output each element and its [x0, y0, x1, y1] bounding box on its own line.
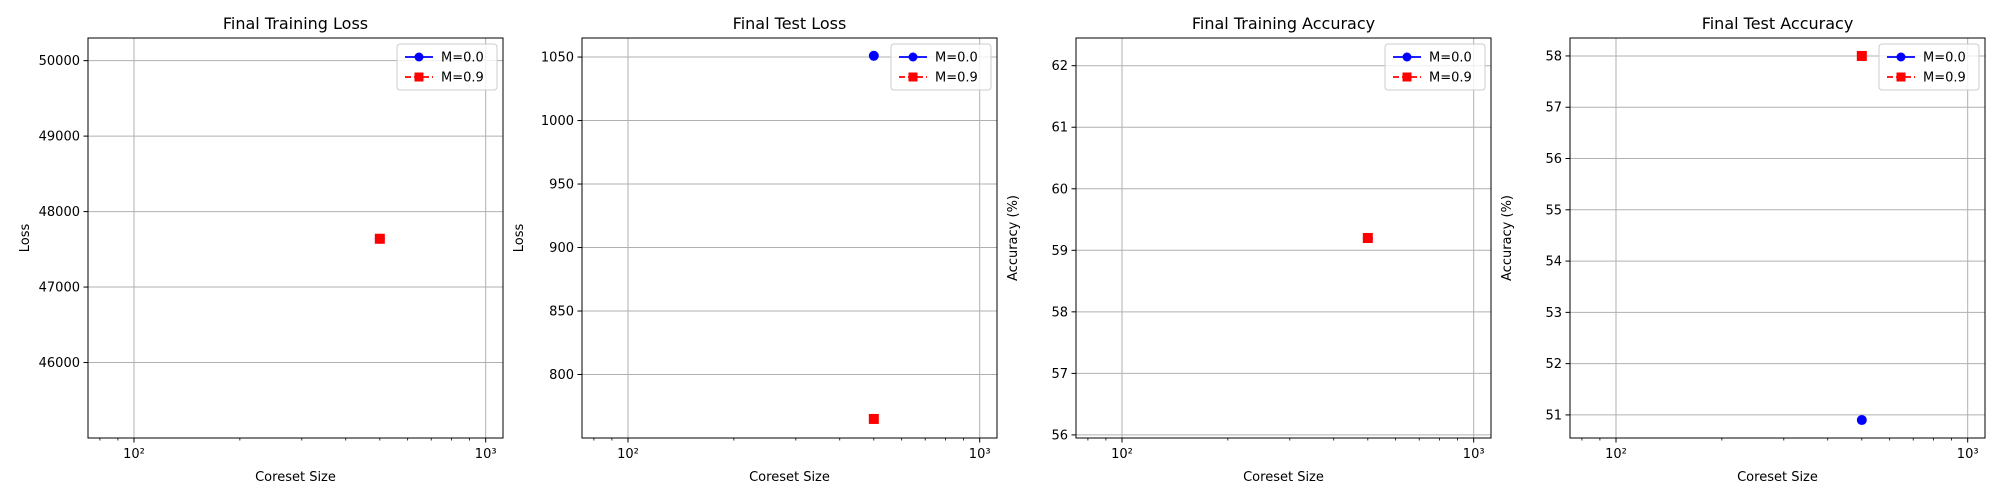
legend-label: M=0.0: [935, 51, 978, 66]
chart-title: Final Training Loss: [223, 14, 368, 33]
y-tick-label: 62: [1051, 59, 1068, 74]
chart-title: Final Test Loss: [733, 14, 847, 33]
y-tick-label: 56: [1051, 428, 1068, 443]
y-tick-label: 59: [1051, 244, 1068, 259]
legend-label: M=0.9: [935, 71, 978, 86]
x-axis-label: Coreset Size: [1737, 470, 1818, 485]
legend-label: M=0.9: [1923, 71, 1966, 86]
y-tick-label: 48000: [39, 205, 80, 220]
legend-marker-circle: [1896, 52, 1906, 62]
legend-marker-circle: [1402, 52, 1412, 62]
x-tick-label: 10²: [617, 447, 639, 462]
y-tick-label: 800: [549, 368, 574, 383]
y-tick-label: 56: [1545, 152, 1562, 167]
y-tick-label: 58: [1545, 49, 1562, 64]
y-axis-label: Loss: [18, 224, 33, 253]
legend-label: M=0.0: [1429, 51, 1472, 66]
y-tick-label: 950: [549, 178, 574, 193]
axes-frame: [1075, 37, 1492, 439]
y-tick-label: 54: [1545, 255, 1562, 270]
data-point-m0: [1856, 415, 1867, 426]
x-tick-label: 10²: [1111, 447, 1133, 462]
axes-frame: [1569, 37, 1986, 439]
y-tick-label: 60: [1051, 182, 1068, 197]
chart-title: Final Training Accuracy: [1192, 14, 1375, 33]
legend: M=0.0 M=0.9: [1384, 43, 1486, 91]
data-point-m9: [374, 233, 385, 244]
y-tick-label: 49000: [39, 130, 80, 145]
legend-label: M=0.9: [441, 71, 484, 86]
legend-marker-circle: [414, 52, 424, 62]
y-tick-label: 850: [549, 305, 574, 320]
x-tick-label: 10³: [1957, 447, 1979, 462]
legend: M=0.0 M=0.9: [890, 43, 992, 91]
chart-panel-4: 10² 10³ 51 52 53 54 55 56 57 58 Final Test Accurac…: [1500, 14, 1986, 485]
y-tick-label: 47000: [39, 281, 80, 296]
y-tick-label: 1050: [541, 51, 574, 66]
legend-marker-square: [908, 72, 918, 82]
y-tick-label: 61: [1051, 121, 1068, 136]
y-tick-label: 57: [1051, 367, 1068, 382]
legend: M=0.0 M=0.9: [396, 43, 498, 91]
x-axis-label: Coreset Size: [255, 470, 336, 485]
x-tick-label: 10²: [1605, 447, 1627, 462]
x-axis-label: Coreset Size: [1243, 470, 1324, 485]
chart-title: Final Test Accuracy: [1702, 14, 1854, 33]
y-tick-label: 50000: [39, 54, 80, 69]
legend-label: M=0.0: [441, 51, 484, 66]
y-tick-label: 51: [1545, 408, 1562, 423]
y-tick-label: 57: [1545, 101, 1562, 116]
y-tick-label: 58: [1051, 305, 1068, 320]
data-point-m9: [868, 413, 879, 424]
data-point-m9: [1362, 233, 1373, 243]
x-tick-label: 10²: [123, 447, 145, 462]
x-tick-label: 10³: [1463, 447, 1485, 462]
legend-marker-square: [414, 72, 424, 82]
data-point-m0: [868, 50, 879, 61]
legend-marker-square: [1896, 72, 1906, 82]
chart-panel-3: 10² 10³ 56 57 58 59 60 61 62 Final Training Accur…: [1006, 14, 1492, 485]
x-tick-label: 10³: [475, 447, 497, 462]
legend-marker-square: [1402, 72, 1412, 82]
x-axis-label: Coreset Size: [749, 470, 830, 485]
y-tick-label: 52: [1545, 357, 1562, 372]
chart-panel-2: 10² 10³ 800 850 900 950 1000 1050 Final Test Los…: [512, 14, 998, 485]
y-axis-label: Accuracy (%): [1006, 195, 1021, 281]
y-tick-label: 1000: [541, 114, 574, 129]
legend-label: M=0.9: [1429, 71, 1472, 86]
chart-panel-1: 10² 10³ 46000 47000 48000 49000 50000 Final Tra…: [18, 14, 504, 485]
axes-frame: [87, 37, 504, 439]
y-tick-label: 55: [1545, 203, 1562, 218]
legend-label: M=0.0: [1923, 51, 1966, 66]
y-tick-label: 900: [549, 241, 574, 256]
y-tick-label: 46000: [39, 356, 80, 371]
y-tick-label: 53: [1545, 306, 1562, 321]
data-point-m9: [1856, 50, 1867, 61]
y-axis-label: Accuracy (%): [1500, 195, 1515, 281]
y-axis-label: Loss: [512, 224, 527, 253]
legend-marker-circle: [908, 52, 918, 62]
x-tick-label: 10³: [969, 447, 991, 462]
legend: M=0.0 M=0.9: [1878, 43, 1980, 91]
axes-frame: [581, 37, 998, 439]
